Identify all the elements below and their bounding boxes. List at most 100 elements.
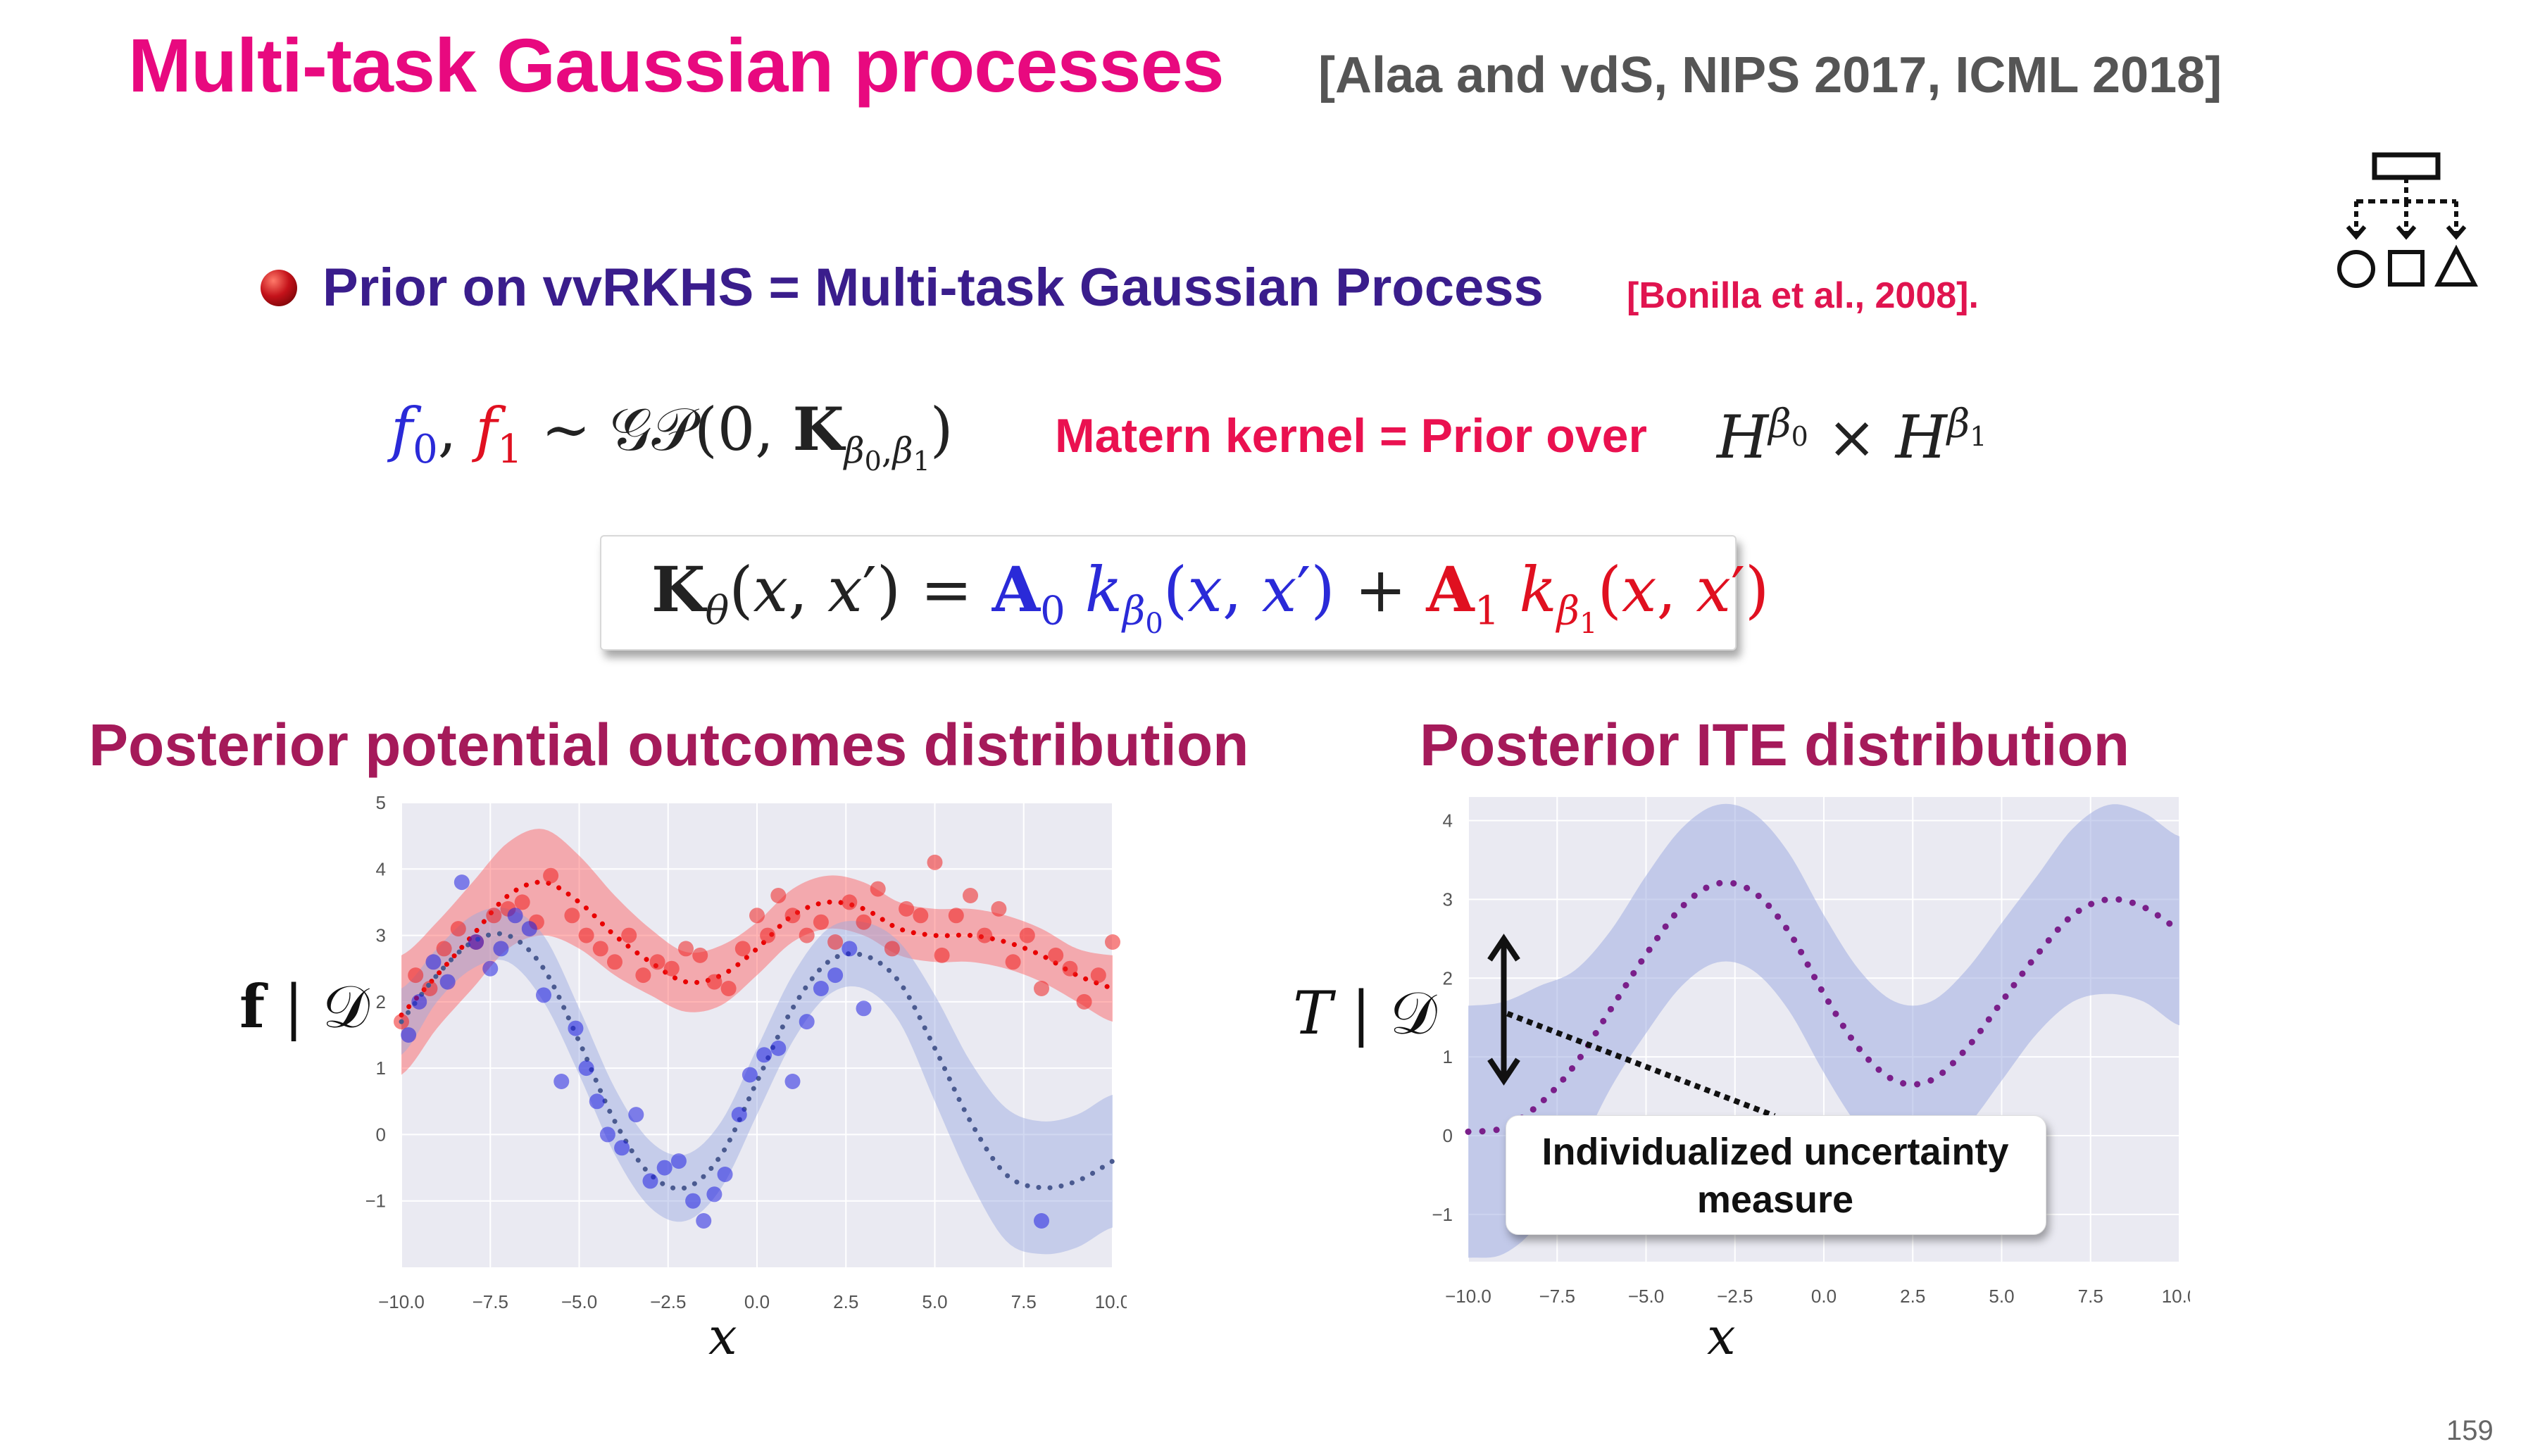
data-point: [756, 1047, 772, 1063]
data-point: [621, 927, 637, 943]
kernel-formula-box: [600, 535, 1737, 651]
data-point: [642, 1173, 658, 1189]
x-tick-label: −10.0: [1445, 1286, 1491, 1307]
x-tick-label: 2.5: [1900, 1286, 1925, 1307]
sobolev-space-formula: Hβ0 × Hβ1: [1717, 401, 1987, 472]
x-tick-label: 7.5: [1011, 1291, 1037, 1310]
data-point: [870, 881, 886, 897]
data-point: [507, 908, 523, 924]
y-tick-label: 2: [1443, 967, 1453, 989]
data-point: [543, 867, 559, 884]
posterior-mean-line: [1465, 879, 2183, 1135]
data-point: [827, 967, 844, 984]
data-point: [913, 908, 929, 924]
left-chart-xlabel: x: [708, 1307, 737, 1366]
data-point: [696, 1213, 712, 1229]
y-tick-label: 4: [376, 858, 386, 879]
data-point: [568, 1020, 584, 1036]
left-chart-ylabel: f | 𝒟: [239, 972, 370, 1041]
y-tick-label: 1: [1443, 1046, 1453, 1067]
data-point: [1019, 927, 1035, 943]
data-point: [1090, 967, 1106, 984]
data-point: [678, 941, 694, 957]
data-point: [411, 993, 427, 1010]
arrow-head-up: [1487, 934, 1520, 962]
confidence-band: [1468, 803, 2179, 1258]
data-point: [521, 921, 537, 937]
data-point: [899, 900, 915, 917]
data-point: [578, 1060, 594, 1077]
data-point: [1034, 981, 1049, 996]
data-point: [425, 954, 442, 970]
data-point: [963, 888, 978, 903]
data-point: [784, 1074, 801, 1089]
x-tick-label: −7.5: [1539, 1286, 1575, 1307]
data-point: [799, 1014, 815, 1030]
data-point: [856, 914, 872, 930]
x-tick-label: 2.5: [833, 1291, 858, 1310]
data-point: [884, 941, 900, 957]
gp-prior-formula: f0, f1 ∼ 𝒢𝒫(0, Kβ0,β1): [391, 394, 953, 477]
data-point: [813, 981, 829, 996]
x-tick-label: −7.5: [473, 1291, 508, 1310]
data-point: [578, 927, 594, 943]
data-point: [1062, 960, 1078, 977]
x-tick-label: −10.0: [378, 1291, 425, 1310]
data-point: [649, 954, 665, 970]
data-point: [685, 1193, 701, 1209]
x-tick-label: 5.0: [922, 1291, 947, 1310]
annotation-box: [1506, 1115, 2046, 1235]
data-point: [493, 941, 509, 957]
data-point: [468, 934, 484, 950]
x-tick-label: −5.0: [561, 1291, 597, 1310]
data-point: [482, 960, 499, 977]
data-point: [717, 1167, 733, 1182]
data-point: [706, 974, 722, 990]
data-point: [706, 1186, 722, 1203]
right-chart-title: Posterior ITE distribution: [1420, 712, 2130, 778]
page-number: 159: [2446, 1415, 2494, 1446]
potential-outcomes-chart: −10.0 −7.5 −5.0 −2.5 0.0 2.5 5.0 7.5 10.0 5 4 3 2 1 0 −…: [366, 792, 1127, 1310]
annotation-text: Individualized uncertainty measure: [1541, 1131, 2009, 1221]
data-point: [401, 1027, 417, 1043]
bullet-citation: [Bonilla et al., 2008].: [1627, 275, 1979, 316]
confidence-band: [401, 908, 1113, 1255]
x-tick-label: 7.5: [2078, 1286, 2103, 1307]
data-point: [422, 981, 438, 996]
data-point: [948, 908, 964, 924]
data-point: [592, 941, 608, 957]
data-point: [1076, 993, 1092, 1010]
kernel-formula: Kθ(x, x′) = A0 kβ0(x, x′) + A1 kβ1(x, x′…: [651, 553, 1770, 640]
y-tick-label: 0: [376, 1124, 386, 1145]
data-point: [486, 908, 502, 924]
data-point: [734, 941, 751, 957]
data-point: [720, 981, 737, 996]
y-tick-label: 4: [1443, 810, 1453, 831]
left-chart-title: Posterior potential outcomes distributio…: [89, 712, 1249, 778]
data-point: [589, 1093, 605, 1110]
data-point: [553, 1074, 570, 1089]
x-tick-label: −5.0: [1628, 1286, 1664, 1307]
data-point: [656, 1160, 673, 1176]
data-point: [856, 1000, 872, 1017]
data-point: [731, 1107, 747, 1123]
title-citation: [Alaa and vdS, NIPS 2017, ICML 2018]: [1318, 47, 2222, 103]
data-point: [784, 908, 801, 924]
data-point: [1034, 1213, 1049, 1229]
data-point: [453, 874, 470, 891]
data-point: [1105, 934, 1120, 950]
red-sphere-bullet-icon: [261, 270, 297, 306]
y-tick-label: −1: [366, 1191, 386, 1212]
data-point: [991, 900, 1007, 917]
data-point: [977, 927, 993, 943]
data-point: [514, 894, 530, 910]
data-point: [827, 934, 844, 950]
data-point: [760, 927, 776, 943]
slide-title: Multi-task Gaussian processes: [128, 23, 1225, 108]
right-chart-xlabel: x: [1707, 1307, 1736, 1366]
y-tick-label: −1: [1432, 1204, 1453, 1225]
x-tick-label: 10.0: [2162, 1286, 2190, 1307]
data-point: [934, 947, 950, 963]
data-point: [842, 894, 858, 910]
bullet-text: Prior on vvRKHS = Multi-task Gaussian Pr…: [323, 258, 1544, 318]
